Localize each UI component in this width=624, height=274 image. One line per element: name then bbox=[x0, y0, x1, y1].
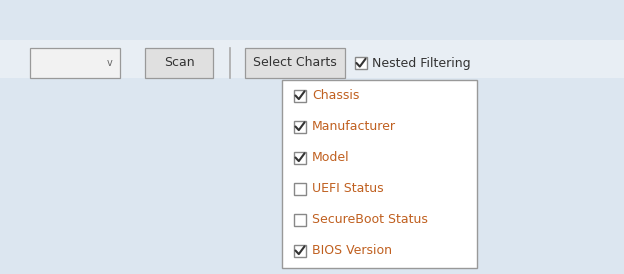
Bar bbox=[294, 244, 306, 256]
Text: Model: Model bbox=[312, 151, 349, 164]
Text: Nested Filtering: Nested Filtering bbox=[372, 56, 470, 70]
Bar bbox=[145, 48, 213, 78]
Text: v: v bbox=[107, 58, 113, 68]
Bar bbox=[282, 80, 477, 268]
Bar bbox=[355, 57, 367, 69]
Bar bbox=[294, 182, 306, 195]
Text: SecureBoot Status: SecureBoot Status bbox=[312, 213, 428, 226]
Text: UEFI Status: UEFI Status bbox=[312, 182, 384, 195]
Text: Scan: Scan bbox=[163, 56, 194, 70]
Bar bbox=[0, 40, 624, 78]
Bar bbox=[294, 213, 306, 226]
Text: Manufacturer: Manufacturer bbox=[312, 120, 396, 133]
Bar bbox=[294, 152, 306, 164]
Text: Select Charts: Select Charts bbox=[253, 56, 337, 70]
Text: Chassis: Chassis bbox=[312, 89, 359, 102]
Bar bbox=[245, 48, 345, 78]
Bar bbox=[294, 90, 306, 101]
Bar bbox=[30, 48, 120, 78]
Text: BIOS Version: BIOS Version bbox=[312, 244, 392, 257]
Bar bbox=[294, 121, 306, 133]
